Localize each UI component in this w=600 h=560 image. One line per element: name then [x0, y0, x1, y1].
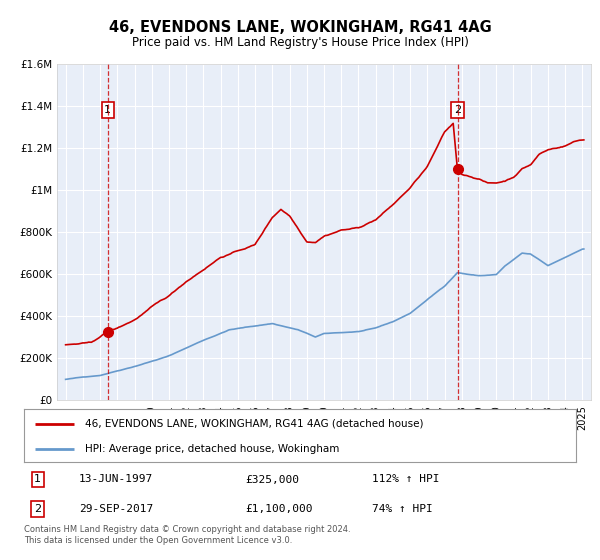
Text: 2: 2	[454, 105, 461, 115]
Text: 46, EVENDONS LANE, WOKINGHAM, RG41 4AG (detached house): 46, EVENDONS LANE, WOKINGHAM, RG41 4AG (…	[85, 419, 423, 429]
Text: 2: 2	[34, 504, 41, 514]
Text: 1: 1	[104, 105, 112, 115]
Text: 1: 1	[34, 474, 41, 484]
Text: Contains HM Land Registry data © Crown copyright and database right 2024.
This d: Contains HM Land Registry data © Crown c…	[24, 525, 350, 545]
Text: 29-SEP-2017: 29-SEP-2017	[79, 504, 154, 514]
Text: 13-JUN-1997: 13-JUN-1997	[79, 474, 154, 484]
Text: 74% ↑ HPI: 74% ↑ HPI	[372, 504, 433, 514]
Text: £325,000: £325,000	[245, 474, 299, 484]
Text: 112% ↑ HPI: 112% ↑ HPI	[372, 474, 439, 484]
Text: HPI: Average price, detached house, Wokingham: HPI: Average price, detached house, Woki…	[85, 444, 339, 454]
Text: £1,100,000: £1,100,000	[245, 504, 313, 514]
Text: 46, EVENDONS LANE, WOKINGHAM, RG41 4AG: 46, EVENDONS LANE, WOKINGHAM, RG41 4AG	[109, 20, 491, 35]
Text: Price paid vs. HM Land Registry's House Price Index (HPI): Price paid vs. HM Land Registry's House …	[131, 36, 469, 49]
